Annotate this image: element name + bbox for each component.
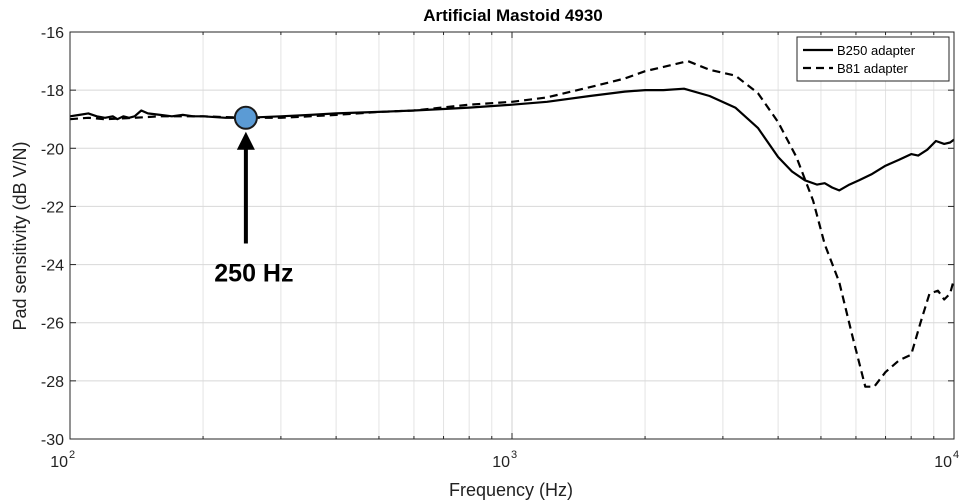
series-line-b250-adapter (69, 87, 955, 192)
grid (70, 32, 954, 439)
y-tick-label: -22 (41, 199, 64, 216)
legend-label: B81 adapter (837, 61, 909, 76)
y-tick-label: -20 (41, 141, 64, 158)
legend-label: B250 adapter (837, 43, 916, 58)
x-tick-label: 10 3 (492, 449, 517, 471)
annotation: 250 Hz (214, 105, 293, 287)
x-tick-base: 10 (934, 454, 952, 471)
y-tick-label: -18 (41, 83, 64, 100)
x-tick-exponent: 4 (953, 449, 959, 461)
legend-box (796, 36, 950, 82)
x-axis-label: Frequency (Hz) (449, 480, 573, 500)
y-tick-label: -16 (41, 25, 64, 42)
y-axis-label: Pad sensitivity (dB V/N) (10, 141, 30, 330)
y-tick-label: -28 (41, 374, 64, 391)
x-tick-exponent: 3 (511, 449, 517, 461)
x-tick-base: 10 (50, 454, 68, 471)
highlight-marker (233, 105, 258, 130)
x-tick-base: 10 (492, 454, 510, 471)
x-tick-label: 10 4 (934, 449, 959, 471)
y-tick-label: -24 (41, 258, 64, 275)
y-tick-label: -30 (41, 432, 64, 449)
annotation-label: 250 Hz (214, 259, 293, 287)
annotation-arrow-head (236, 131, 255, 150)
chart-title: Artificial Mastoid 4930 (423, 6, 603, 25)
x-tick-label: 10 2 (50, 449, 75, 471)
y-tick-label: -26 (41, 316, 64, 333)
legend: B250 adapter B81 adapter (796, 36, 950, 82)
x-tick-exponent: 2 (69, 449, 75, 461)
